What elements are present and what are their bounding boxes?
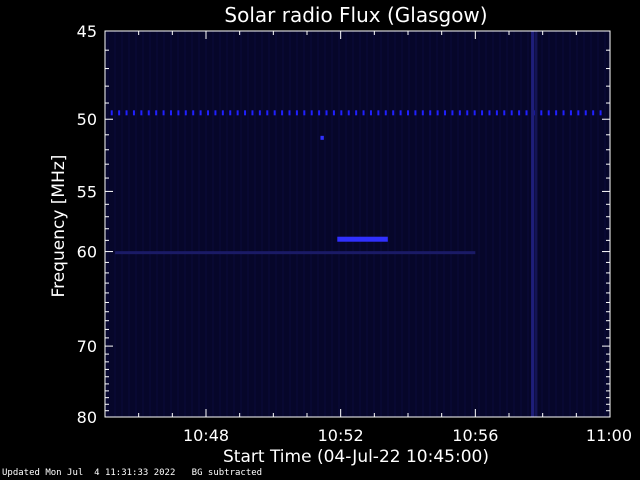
signal-dot: [429, 110, 432, 116]
x-axis-label: Start Time (04-Jul-22 10:45:00): [223, 447, 489, 467]
signal-dot: [399, 110, 402, 116]
y-tick-label: 70: [77, 337, 97, 356]
signal-dot: [310, 110, 313, 116]
signal-dot: [221, 110, 224, 116]
signal-dot: [355, 110, 358, 116]
signal-dot: [288, 110, 291, 116]
signal-dot: [273, 110, 276, 116]
signal-dot: [444, 110, 447, 116]
signal-dot: [184, 110, 187, 116]
signal-dot: [192, 110, 195, 116]
signal-dot: [140, 110, 143, 116]
signal-dot: [251, 110, 254, 116]
spot-mark: [320, 135, 324, 140]
footer-updated: Updated Mon Jul 4 11:31:33 2022: [2, 468, 176, 478]
signal-dot: [592, 110, 595, 116]
signal-dot: [540, 110, 543, 116]
signal-dot: [369, 110, 372, 116]
signal-dot: [295, 110, 298, 116]
signal-dot: [458, 110, 461, 116]
y-tick-label: 60: [77, 243, 97, 262]
signal-dot: [599, 110, 602, 116]
signal-dot: [547, 110, 550, 116]
signal-dot: [199, 110, 202, 116]
y-tick-label: 55: [77, 182, 97, 201]
signal-dot: [347, 110, 350, 116]
chart-title: Solar radio Flux (Glasgow): [224, 3, 487, 27]
signal-dot: [236, 110, 239, 116]
signal-dot: [303, 110, 306, 116]
signal-dot: [177, 110, 180, 116]
signal-dot: [481, 110, 484, 116]
y-tick-label: 80: [77, 408, 97, 427]
signal-dot: [132, 110, 135, 116]
signal-dot: [244, 110, 247, 116]
signal-dot: [281, 110, 284, 116]
x-tick-label: 11:00: [586, 426, 632, 445]
signal-dot: [325, 110, 328, 116]
signal-dot: [125, 110, 128, 116]
signal-dot: [392, 110, 395, 116]
signal-dot: [510, 110, 513, 116]
signal-dot: [118, 110, 121, 116]
signal-dot: [569, 110, 572, 116]
signal-dot: [362, 110, 365, 116]
signal-dot: [503, 110, 506, 116]
signal-dot: [562, 110, 565, 116]
signal-dot: [577, 110, 580, 116]
signal-dot: [214, 110, 217, 116]
signal-dot: [377, 110, 380, 116]
x-tick-label: 10:52: [318, 426, 364, 445]
signal-dot: [407, 110, 409, 116]
signal-dot: [473, 110, 476, 116]
signal-dot: [258, 110, 261, 116]
signal-dot: [488, 110, 491, 116]
band-mark: [115, 251, 476, 255]
signal-dot: [421, 110, 424, 116]
signal-dot: [155, 110, 158, 116]
signal-dot: [555, 110, 558, 116]
signal-dot: [332, 110, 335, 116]
signal-dot: [266, 110, 269, 116]
y-tick-label: 50: [77, 110, 97, 129]
signal-dot: [518, 110, 521, 116]
footer-bg-note: BG subtracted: [191, 468, 263, 478]
plot-background: [105, 31, 610, 417]
x-tick-label: 10:56: [452, 426, 498, 445]
signal-dot: [147, 110, 150, 116]
signal-dot: [584, 110, 587, 116]
signal-dot: [169, 110, 172, 116]
signal-dot: [495, 110, 498, 116]
signal-dot: [318, 110, 321, 116]
burst-mark: [337, 236, 388, 242]
y-tick-label: 45: [77, 22, 97, 41]
x-tick-label: 10:48: [183, 426, 229, 445]
signal-dot: [436, 110, 439, 116]
signal-dot: [525, 110, 528, 116]
signal-dot: [162, 110, 165, 116]
signal-dot: [340, 110, 343, 116]
signal-dot: [207, 110, 210, 116]
signal-dot: [451, 110, 454, 116]
signal-dot: [110, 110, 113, 116]
y-axis-label: Frequency [MHz]: [49, 155, 69, 298]
signal-dot: [414, 110, 417, 116]
signal-dot: [229, 110, 232, 116]
plot-frame: [104, 30, 611, 418]
signal-dot: [466, 110, 469, 116]
signal-dot: [384, 110, 387, 116]
footer-status: Updated Mon Jul 4 11:31:33 2022 BG subtr…: [2, 468, 262, 478]
